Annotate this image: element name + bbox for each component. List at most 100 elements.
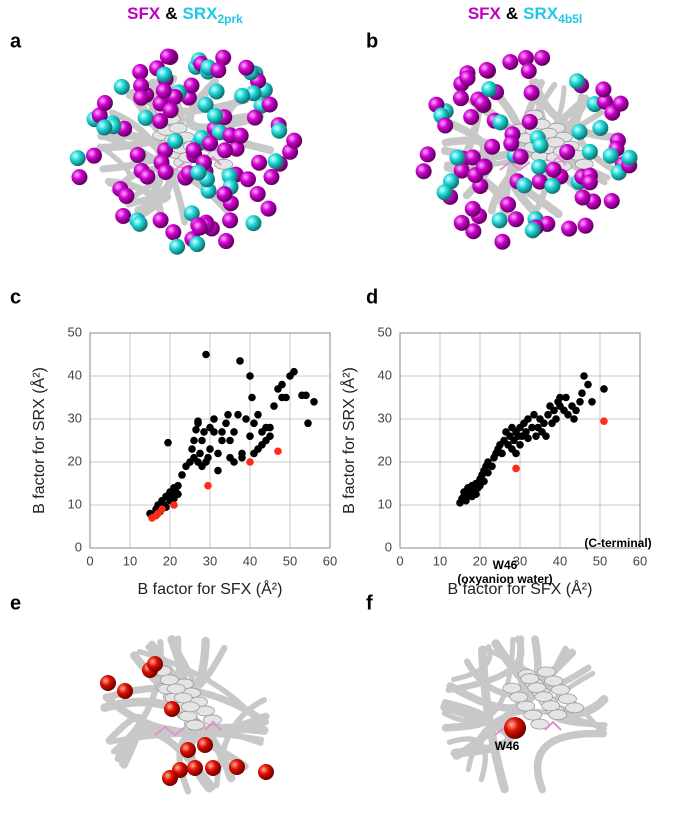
sphere [261,96,278,113]
sphere [523,84,540,101]
ligand [154,720,222,737]
point [532,432,540,441]
point [266,432,274,441]
point [498,449,506,458]
sphere [544,177,561,194]
helix-turn [159,674,179,686]
sphere [234,87,251,104]
heading-sub: 4b5l [558,12,582,26]
ribbon-strand [533,729,608,794]
sphere [569,73,586,90]
helix-turn [534,691,554,703]
sphere [183,205,200,222]
point [278,380,286,389]
y-tick-label: 10 [378,496,392,511]
y-tick-label: 50 [378,324,392,339]
helix-turn [166,683,186,695]
heading: SFX & SRX4b5l [468,4,582,26]
sphere [69,150,86,167]
sphere [137,109,154,126]
sphere [133,89,150,106]
sphere [86,147,103,164]
point [204,453,212,462]
sphere [249,185,266,202]
point [224,410,232,419]
sphere [595,81,612,98]
sphere [180,742,196,758]
sphere [491,212,508,229]
sphere [263,169,280,186]
sphere [571,123,588,140]
sphere [475,159,492,176]
helix-turn [545,136,565,148]
sphere [512,148,529,165]
point [246,458,254,466]
x-tick-label: 0 [396,553,403,568]
point [210,428,218,436]
sphere [190,164,207,181]
sphere [452,90,469,107]
ribbon [100,635,270,795]
point [198,436,206,445]
point [310,398,318,406]
sphere [463,108,480,125]
point [236,357,244,365]
point [552,415,560,423]
sphere [453,162,470,179]
sphere [229,759,245,775]
point [578,389,586,398]
point [274,447,282,456]
point [576,398,584,406]
point [218,428,226,436]
sphere [189,236,206,253]
heading-sub: 2prk [217,12,243,26]
point [196,449,204,458]
sphere [167,133,184,150]
sphere [502,54,519,71]
point [230,458,238,466]
point [218,436,226,445]
sphere [473,94,490,111]
sphere [271,122,288,139]
point [564,410,572,419]
sphere [581,143,598,160]
sphere [449,149,466,166]
point [480,477,488,486]
helix-turn [196,705,215,717]
sphere [602,147,619,164]
sphere [520,62,537,79]
sphere [197,96,214,113]
sphere [258,764,274,780]
sphere [581,174,598,191]
y-tick-label: 40 [68,367,82,382]
point [580,372,588,380]
point [600,417,608,425]
y-tick-label: 30 [68,410,82,425]
sphere [117,683,133,699]
point [246,432,254,441]
sphere [531,158,548,175]
point [242,415,250,423]
y-tick-label: 0 [385,539,392,554]
heading-text: SFX & SRX4b5l [468,4,582,26]
sphere [152,112,169,129]
annotation: W46 [493,558,518,572]
point [516,441,524,449]
helix-turn [523,709,543,721]
panel-label: b [366,30,378,52]
sphere [147,656,163,672]
point [210,415,218,423]
x-tick-label: 40 [553,553,567,568]
x-tick-label: 10 [123,553,137,568]
x-tick-label: 50 [283,553,297,568]
sphere [612,95,629,112]
sphere [465,223,482,240]
sphere [592,120,609,137]
y-tick-label: 10 [68,496,82,511]
sphere [286,132,303,149]
sphere [165,224,182,241]
sphere [156,66,173,83]
sphere [464,200,481,217]
annotation: (oxyanion water) [457,572,552,586]
